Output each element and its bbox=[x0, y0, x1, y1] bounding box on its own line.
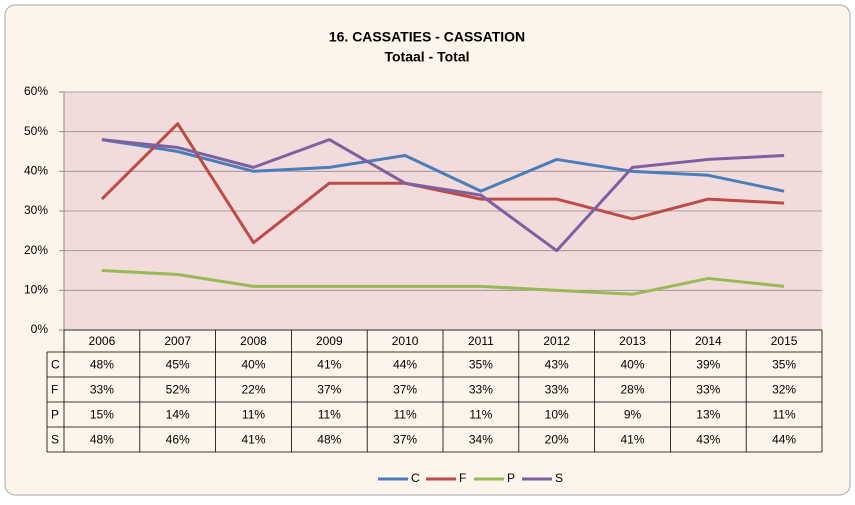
table-row-label: S bbox=[51, 433, 59, 447]
x-tick-label: 2014 bbox=[695, 334, 722, 348]
table-cell: 46% bbox=[166, 433, 190, 447]
series-line bbox=[100, 122, 785, 245]
y-tick-label: 30% bbox=[24, 203, 48, 217]
table-cell: 41% bbox=[241, 433, 265, 447]
y-tick-label: 20% bbox=[24, 243, 48, 257]
table-cell: 39% bbox=[696, 358, 720, 372]
table-cell: 11% bbox=[242, 408, 265, 422]
x-tick-label: 2011 bbox=[468, 334, 494, 348]
table-cell: 35% bbox=[469, 358, 493, 372]
table-cell: 33% bbox=[545, 383, 569, 397]
table-cell: 22% bbox=[241, 383, 265, 397]
table-cell: 37% bbox=[393, 433, 417, 447]
table-cell: 37% bbox=[393, 383, 417, 397]
table-cell: 45% bbox=[166, 358, 190, 372]
table-cell: 43% bbox=[696, 433, 720, 447]
table-cell: 11% bbox=[318, 408, 341, 422]
table-cell: 20% bbox=[545, 433, 569, 447]
table-cell: 43% bbox=[545, 358, 569, 372]
table-row-label: P bbox=[51, 408, 59, 422]
table-cell: 33% bbox=[90, 383, 114, 397]
table-cell: 40% bbox=[241, 358, 265, 372]
legend-label: P bbox=[507, 471, 515, 485]
table-cell: 37% bbox=[317, 383, 341, 397]
legend-label: C bbox=[411, 471, 420, 485]
series-line bbox=[101, 138, 785, 253]
table-cell: 11% bbox=[773, 408, 796, 422]
x-tick-label: 2006 bbox=[89, 334, 116, 348]
x-tick-label: 2010 bbox=[392, 334, 419, 348]
table-cell: 28% bbox=[620, 383, 644, 397]
table-row-label: C bbox=[51, 358, 60, 372]
table-cell: 10% bbox=[545, 408, 569, 422]
table-cell: 35% bbox=[772, 358, 796, 372]
x-tick-label: 2013 bbox=[619, 334, 646, 348]
table-cell: 48% bbox=[317, 433, 341, 447]
legend-label: F bbox=[459, 471, 466, 485]
table-cell: 44% bbox=[772, 433, 796, 447]
table-cell: 41% bbox=[317, 358, 341, 372]
y-tick-label: 60% bbox=[24, 84, 48, 98]
series-line bbox=[101, 138, 785, 193]
table-cell: 33% bbox=[696, 383, 720, 397]
table-cell: 48% bbox=[90, 433, 114, 447]
table-cell: 48% bbox=[90, 358, 114, 372]
series-line bbox=[101, 269, 785, 296]
y-tick-label: 10% bbox=[24, 283, 48, 297]
x-tick-label: 2009 bbox=[316, 334, 343, 348]
table-cell: 13% bbox=[696, 408, 720, 422]
chart-subtitle: Totaal - Total bbox=[384, 49, 469, 65]
x-tick-label: 2008 bbox=[240, 334, 267, 348]
x-tick-label: 2007 bbox=[164, 334, 191, 348]
legend-label: S bbox=[555, 471, 563, 485]
table-cell: 15% bbox=[90, 408, 114, 422]
y-tick-label: 0% bbox=[31, 322, 49, 336]
table-cell: 11% bbox=[469, 408, 492, 422]
table-cell: 14% bbox=[166, 408, 190, 422]
table-cell: 33% bbox=[469, 383, 493, 397]
table-cell: 11% bbox=[394, 408, 417, 422]
table-cell: 32% bbox=[772, 383, 796, 397]
x-tick-label: 2012 bbox=[543, 334, 570, 348]
table-row-label: F bbox=[51, 383, 58, 397]
chart-title: 16. CASSATIES - CASSATION bbox=[329, 29, 525, 45]
y-tick-label: 40% bbox=[24, 164, 48, 178]
table-cell: 34% bbox=[469, 433, 493, 447]
x-tick-label: 2015 bbox=[771, 334, 798, 348]
table-cell: 40% bbox=[620, 358, 644, 372]
table-cell: 9% bbox=[624, 408, 642, 422]
table-cell: 44% bbox=[393, 358, 417, 372]
y-tick-label: 50% bbox=[24, 124, 48, 138]
table-cell: 41% bbox=[620, 433, 644, 447]
table-cell: 52% bbox=[166, 383, 190, 397]
